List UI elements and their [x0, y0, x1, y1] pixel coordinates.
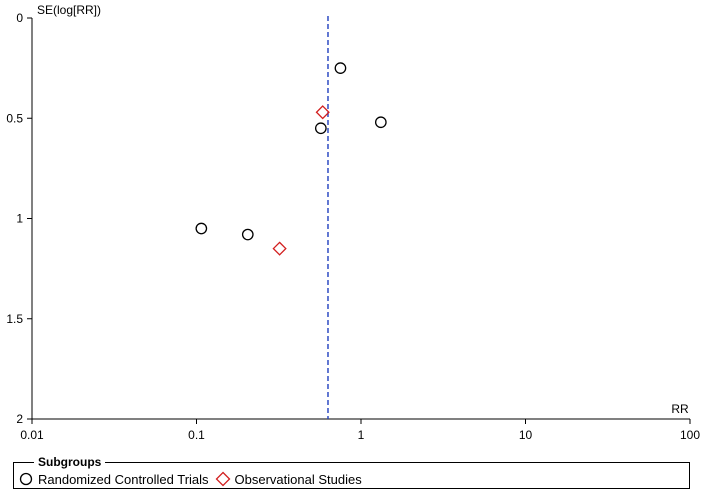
legend-item-rct: Randomized Controlled Trials	[18, 471, 209, 487]
legend: Randomized Controlled Trials Observation…	[18, 470, 368, 488]
legend-box	[13, 462, 690, 489]
x-tick-label: 0.1	[188, 428, 205, 442]
rct-point	[241, 228, 254, 241]
circle-marker-icon	[19, 472, 33, 486]
x-axis-title: RR	[671, 402, 689, 416]
y-tick-label: 0	[16, 11, 23, 25]
axes: 0 0.5 1 1.5 2 0.01 0.1 1 10 100	[6, 11, 700, 442]
legend-item-observational: Observational Studies	[215, 471, 362, 487]
rct-point	[195, 222, 208, 235]
x-tick-label: 0.01	[20, 428, 44, 442]
observational-point	[315, 105, 330, 120]
x-tick-label: 1	[358, 428, 365, 442]
x-tick-label: 100	[680, 428, 700, 442]
y-tick-label: 1.5	[6, 312, 23, 326]
y-axis-title: SE(log[RR])	[37, 3, 101, 17]
x-tick-label: 10	[519, 428, 533, 442]
y-tick-label: 2	[16, 412, 23, 426]
legend-label-observational: Observational Studies	[234, 471, 362, 487]
data-points	[195, 62, 387, 256]
rct-point	[374, 116, 387, 129]
legend-label-rct: Randomized Controlled Trials	[38, 471, 209, 487]
rct-point	[334, 62, 347, 74]
diamond-marker-icon	[215, 471, 230, 487]
observational-point	[272, 241, 287, 256]
y-tick-label: 0.5	[6, 111, 23, 125]
legend-title: Subgroups	[34, 455, 106, 469]
rct-point	[314, 122, 327, 135]
y-tick-label: 1	[16, 212, 23, 226]
